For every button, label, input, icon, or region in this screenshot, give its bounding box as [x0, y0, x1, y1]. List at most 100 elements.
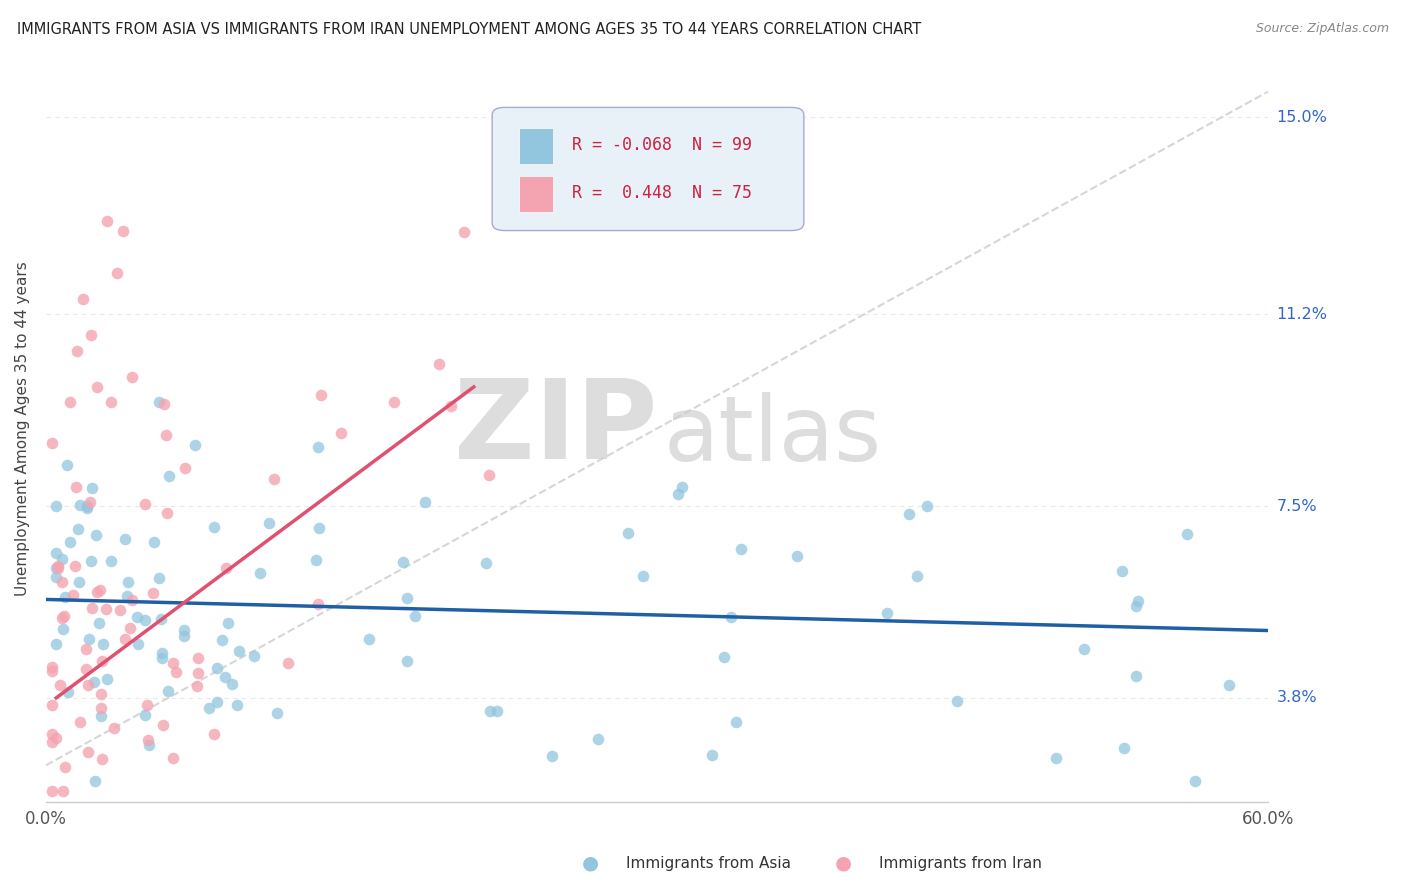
Point — [62, 588, 84, 602]
Point — [730, 542, 752, 557]
Point — [51, 611, 73, 625]
Point — [59, 395, 82, 409]
Point — [69, 715, 91, 730]
Point — [427, 357, 450, 371]
Point — [65, 480, 87, 494]
Point — [125, 609, 148, 624]
Point — [202, 520, 225, 534]
Point — [173, 460, 195, 475]
Point — [384, 395, 406, 409]
Point — [150, 651, 173, 665]
Point — [52, 784, 75, 798]
Point — [205, 661, 228, 675]
Point — [100, 554, 122, 568]
Point — [215, 561, 238, 575]
Text: Immigrants from Iran: Immigrants from Iran — [879, 856, 1042, 871]
Point — [41, 784, 63, 798]
Point — [46, 559, 69, 574]
Point — [486, 704, 509, 718]
Point — [134, 497, 156, 511]
Point — [136, 698, 159, 713]
Point — [395, 654, 418, 668]
Point — [91, 751, 114, 765]
Point — [82, 481, 104, 495]
Point — [1112, 741, 1135, 756]
Bar — [519, 128, 554, 163]
Point — [1218, 678, 1240, 692]
Text: ●: ● — [835, 854, 852, 873]
Point — [266, 706, 288, 720]
Text: R = -0.068  N = 99: R = -0.068 N = 99 — [572, 136, 752, 154]
Point — [915, 499, 938, 513]
Text: Immigrants from Asia: Immigrants from Asia — [626, 856, 790, 871]
Text: Source: ZipAtlas.com: Source: ZipAtlas.com — [1256, 22, 1389, 36]
Point — [41, 735, 63, 749]
Point — [67, 522, 90, 536]
Point — [41, 659, 63, 673]
Point — [112, 224, 135, 238]
Point — [80, 554, 103, 568]
Point — [211, 633, 233, 648]
Point — [75, 662, 97, 676]
Point — [63, 559, 86, 574]
Point — [157, 468, 180, 483]
Point — [52, 622, 75, 636]
Point — [90, 687, 112, 701]
Point — [173, 629, 195, 643]
Point — [307, 441, 329, 455]
Point — [263, 472, 285, 486]
Point — [77, 632, 100, 646]
Point — [105, 266, 128, 280]
Point — [142, 535, 165, 549]
Point — [84, 527, 107, 541]
Point — [413, 495, 436, 509]
Point — [156, 506, 179, 520]
Text: ZIP: ZIP — [454, 375, 657, 482]
Point — [148, 395, 170, 409]
Text: 15.0%: 15.0% — [1277, 110, 1327, 125]
Point — [478, 468, 501, 483]
Y-axis label: Unemployment Among Ages 35 to 44 years: Unemployment Among Ages 35 to 44 years — [15, 261, 30, 596]
Point — [51, 574, 73, 589]
Point — [86, 585, 108, 599]
Point — [134, 708, 156, 723]
Point — [136, 733, 159, 747]
Point — [1111, 564, 1133, 578]
Point — [308, 520, 330, 534]
Point — [1184, 773, 1206, 788]
Point — [307, 597, 329, 611]
Point — [1125, 599, 1147, 613]
Point — [162, 751, 184, 765]
Point — [53, 760, 76, 774]
Point — [359, 632, 381, 646]
Point — [100, 395, 122, 409]
Point — [76, 501, 98, 516]
Point — [142, 586, 165, 600]
Point — [214, 669, 236, 683]
Point — [162, 656, 184, 670]
Point — [53, 590, 76, 604]
Point — [586, 731, 609, 746]
Point — [55, 458, 77, 472]
Point — [80, 328, 103, 343]
Point — [1125, 668, 1147, 682]
FancyBboxPatch shape — [492, 107, 804, 230]
Point — [90, 709, 112, 723]
Point — [150, 612, 173, 626]
Point — [1128, 594, 1150, 608]
Text: ●: ● — [582, 854, 599, 873]
Point — [77, 745, 100, 759]
Text: atlas: atlas — [664, 392, 882, 480]
Point — [79, 495, 101, 509]
Point — [946, 694, 969, 708]
Point — [186, 679, 208, 693]
Point — [45, 499, 67, 513]
Point — [110, 603, 132, 617]
Point — [53, 608, 76, 623]
Point — [156, 683, 179, 698]
Point — [720, 609, 742, 624]
Point — [127, 637, 149, 651]
Point — [277, 657, 299, 671]
Point — [1045, 751, 1067, 765]
Point — [173, 623, 195, 637]
